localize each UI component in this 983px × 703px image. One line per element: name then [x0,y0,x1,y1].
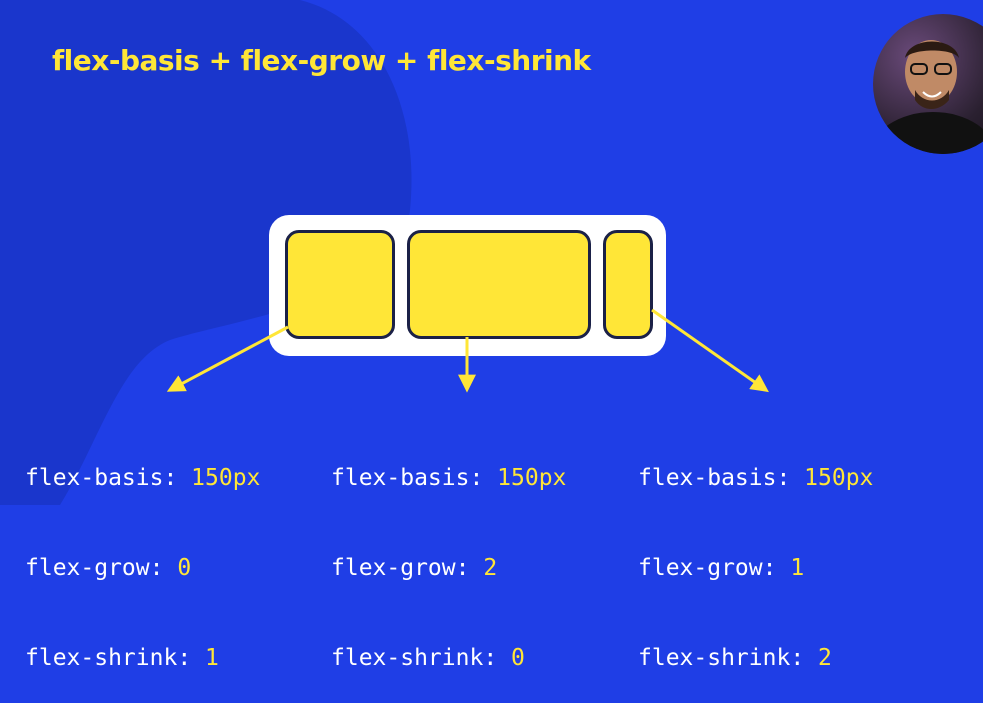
flex-basis-line: flex-basis: 150px [25,463,260,493]
property-name: flex-shrink: [25,645,206,671]
property-name: flex-grow: [331,555,484,581]
property-name: flex-basis: [25,465,192,491]
property-value: 1 [205,645,219,671]
flex-shrink-line: flex-shrink: 2 [638,643,873,673]
background-shape [0,0,412,505]
property-name: flex-basis: [638,465,805,491]
flex-grow-line: flex-grow: 1 [638,553,873,583]
property-value: 2 [818,645,832,671]
flex-item-3 [603,230,653,339]
flex-grow-line: flex-grow: 0 [25,553,260,583]
property-name: flex-shrink: [638,645,819,671]
flex-shrink-line: flex-shrink: 1 [25,643,260,673]
flex-shrink-line: flex-shrink: 0 [331,643,566,673]
item-2-properties: flex-basis: 150px flex-grow: 2 flex-shri… [331,403,566,703]
flex-item-2 [407,230,591,339]
flex-basis-line: flex-basis: 150px [638,463,873,493]
item-3-properties: flex-basis: 150px flex-grow: 1 flex-shri… [638,403,873,703]
flex-basis-line: flex-basis: 150px [331,463,566,493]
flex-item-1 [285,230,395,339]
property-value: 0 [511,645,525,671]
property-value: 2 [483,555,498,581]
flex-container [269,215,666,356]
property-name: flex-grow: [638,555,791,581]
flex-grow-line: flex-grow: 2 [331,553,566,583]
property-value: 150px [191,465,261,491]
property-name: flex-grow: [25,555,178,581]
property-value: 0 [177,555,192,581]
property-value: 150px [497,465,567,491]
property-value: 1 [790,555,805,581]
property-name: flex-basis: [331,465,498,491]
item-1-properties: flex-basis: 150px flex-grow: 0 flex-shri… [25,403,260,703]
slide-title: flex-basis + flex-grow + flex-shrink [52,44,591,77]
property-name: flex-shrink: [331,645,512,671]
property-value: 150px [804,465,874,491]
